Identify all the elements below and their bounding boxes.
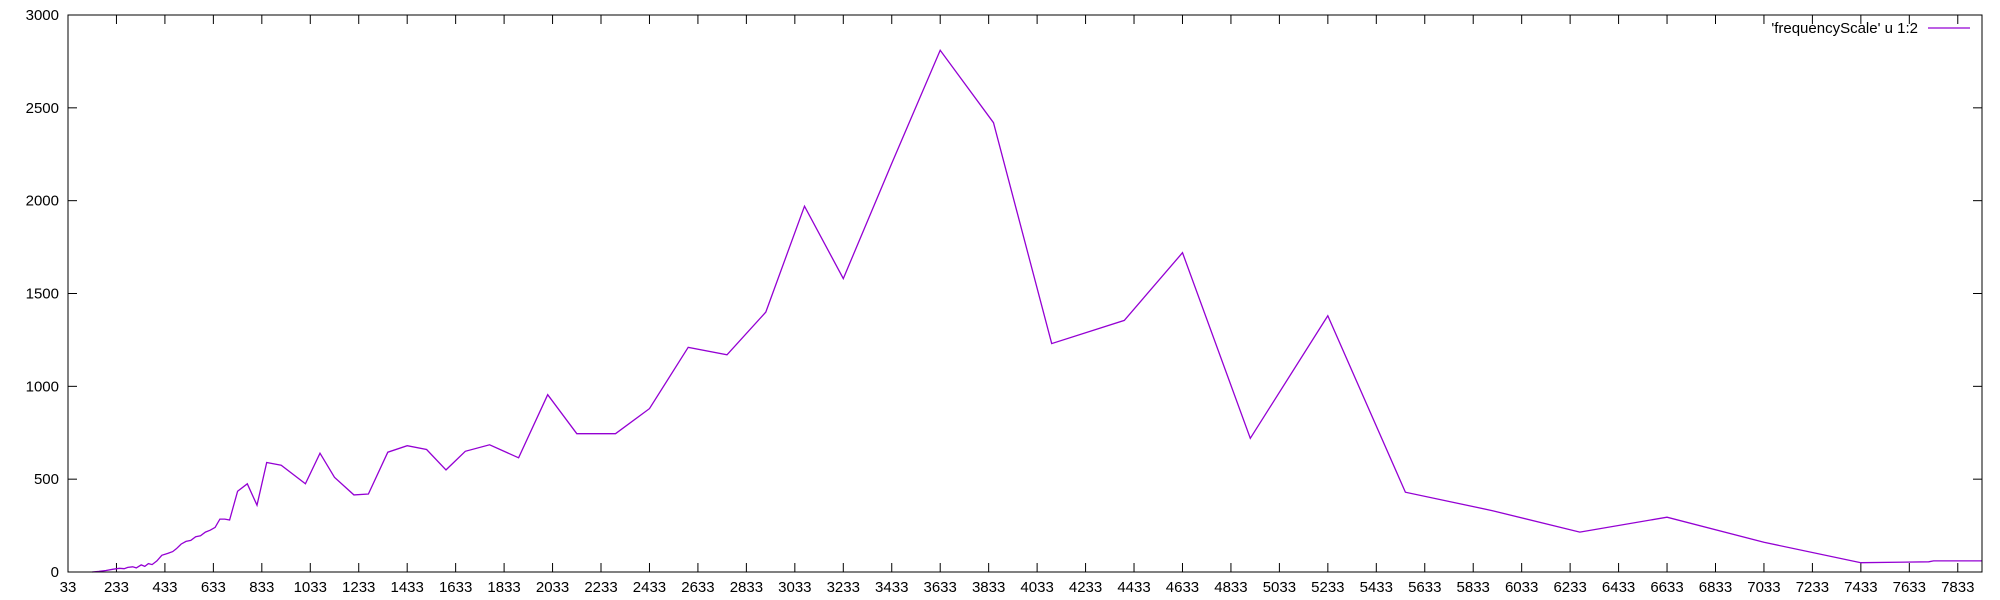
x-tick-label: 1033	[294, 579, 327, 596]
x-tick-label: 6433	[1602, 579, 1635, 596]
x-tick-label: 6833	[1699, 579, 1732, 596]
y-tick-label: 2000	[26, 193, 59, 210]
y-tick-label: 1000	[26, 378, 59, 395]
series-line-frequencyScale	[92, 48, 1982, 573]
legend-label: 'frequencyScale' u 1:2	[1771, 20, 1918, 37]
x-axis: 33 233 433 633 833 1033 1233 1433 1633 1833 2033 22…	[60, 15, 1974, 596]
x-tick-label: 7833	[1941, 579, 1974, 596]
x-tick-label: 4833	[1214, 579, 1247, 596]
x-tick-label: 1233	[342, 579, 375, 596]
x-tick-label: 3833	[972, 579, 1005, 596]
x-tick-label: 4433	[1117, 579, 1150, 596]
x-tick-label: 3233	[827, 579, 860, 596]
x-tick-label: 4033	[1020, 579, 1053, 596]
x-tick-label: 3633	[924, 579, 957, 596]
y-axis: 0 500 1000 1500 2000 2500 3000	[26, 7, 1982, 581]
x-tick-label: 5433	[1360, 579, 1393, 596]
x-tick-label: 3033	[778, 579, 811, 596]
x-tick-label: 4633	[1166, 579, 1199, 596]
x-tick-label: 2633	[681, 579, 714, 596]
x-tick-label: 7633	[1893, 579, 1926, 596]
x-tick-label: 6233	[1553, 579, 1586, 596]
x-tick-label: 7433	[1844, 579, 1877, 596]
x-tick-label: 1433	[391, 579, 424, 596]
x-tick-label: 433	[152, 579, 177, 596]
x-tick-label: 633	[201, 579, 226, 596]
y-tick-label: 2500	[26, 100, 59, 117]
x-tick-label: 6633	[1650, 579, 1683, 596]
x-tick-label: 5233	[1311, 579, 1344, 596]
x-tick-label: 2433	[633, 579, 666, 596]
x-tick-label: 3433	[875, 579, 908, 596]
legend: 'frequencyScale' u 1:2	[1771, 20, 1970, 37]
y-tick-label: 0	[51, 564, 59, 581]
x-tick-label: 2233	[584, 579, 617, 596]
plot-frame	[67, 14, 1983, 573]
x-tick-label: 5633	[1408, 579, 1441, 596]
x-tick-label: 33	[60, 579, 77, 596]
x-tick-label: 5033	[1263, 579, 1296, 596]
x-tick-label: 1833	[487, 579, 520, 596]
x-tick-label: 1633	[439, 579, 472, 596]
x-tick-label: 7033	[1747, 579, 1780, 596]
x-tick-label: 6033	[1505, 579, 1538, 596]
y-tick-label: 3000	[26, 7, 59, 24]
x-tick-label: 833	[249, 579, 274, 596]
x-tick-label: 4233	[1069, 579, 1102, 596]
x-tick-label: 2033	[536, 579, 569, 596]
x-tick-label: 2833	[730, 579, 763, 596]
y-tick-label: 500	[34, 471, 59, 488]
y-tick-label: 1500	[26, 286, 59, 303]
x-tick-label: 5833	[1457, 579, 1490, 596]
x-tick-label: 7233	[1796, 579, 1829, 596]
x-tick-label: 233	[104, 579, 129, 596]
